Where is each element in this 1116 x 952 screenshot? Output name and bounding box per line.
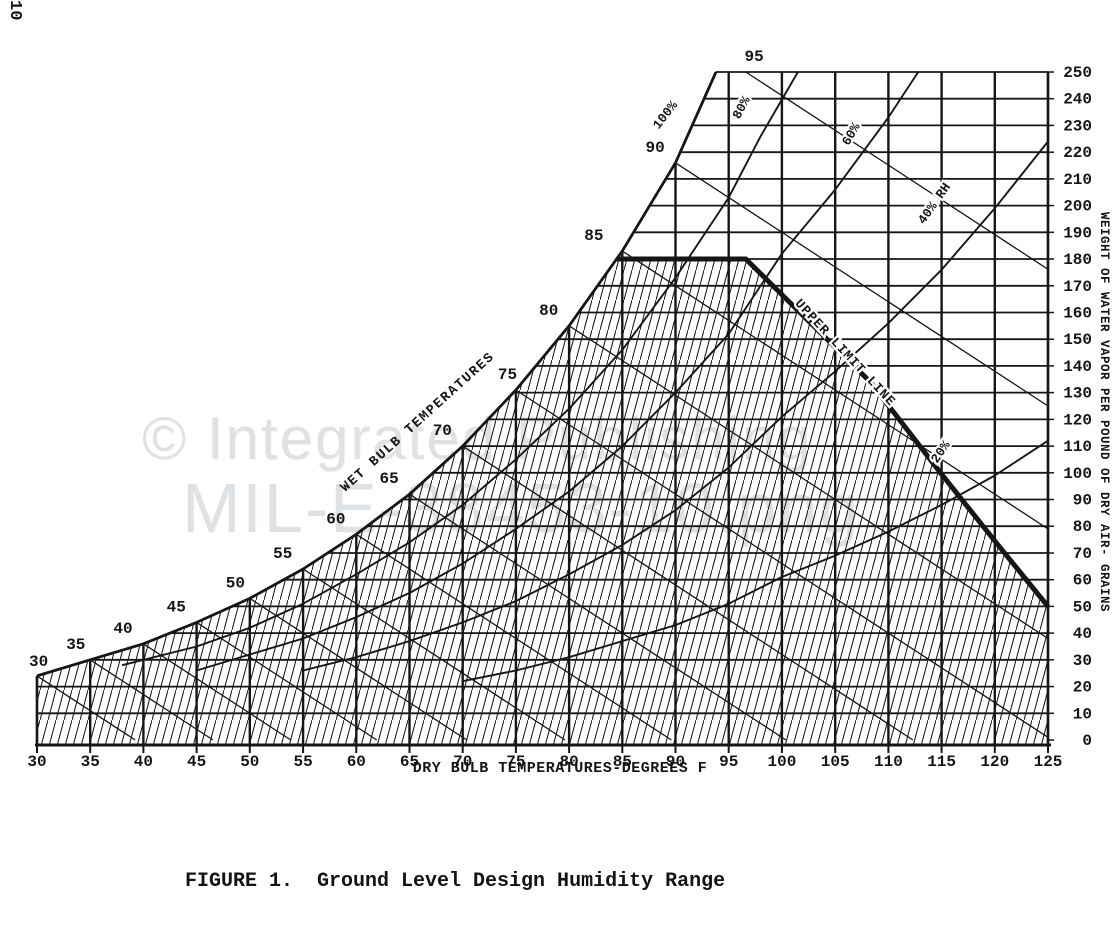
svg-text:50: 50	[226, 574, 245, 592]
svg-text:100%: 100%	[650, 98, 681, 132]
svg-text:250: 250	[1063, 64, 1092, 82]
svg-text:240: 240	[1063, 91, 1092, 109]
svg-text:180: 180	[1063, 251, 1092, 269]
svg-text:70: 70	[433, 422, 452, 440]
svg-text:75: 75	[498, 366, 517, 384]
svg-text:125: 125	[1034, 753, 1063, 771]
svg-text:220: 220	[1063, 144, 1092, 162]
svg-text:40: 40	[134, 753, 153, 771]
svg-text:160: 160	[1063, 305, 1092, 323]
svg-text:105: 105	[821, 753, 850, 771]
svg-text:100: 100	[1063, 465, 1092, 483]
svg-text:170: 170	[1063, 278, 1092, 296]
svg-text:60: 60	[326, 510, 345, 528]
svg-text:70: 70	[1073, 545, 1092, 563]
svg-text:35: 35	[66, 636, 85, 654]
svg-text:95: 95	[745, 48, 764, 66]
svg-text:40: 40	[1073, 625, 1092, 643]
svg-text:150: 150	[1063, 331, 1092, 349]
svg-text:55: 55	[293, 753, 312, 771]
svg-text:80: 80	[559, 753, 578, 771]
svg-text:140: 140	[1063, 358, 1092, 376]
svg-text:120: 120	[1063, 411, 1092, 429]
svg-text:85: 85	[613, 753, 632, 771]
svg-text:130: 130	[1063, 385, 1092, 403]
svg-text:200: 200	[1063, 198, 1092, 216]
svg-text:75: 75	[506, 753, 525, 771]
svg-text:110: 110	[874, 753, 903, 771]
svg-text:65: 65	[400, 753, 419, 771]
svg-text:30: 30	[27, 753, 46, 771]
svg-text:230: 230	[1063, 117, 1092, 135]
svg-text:10: 10	[1073, 705, 1092, 723]
svg-text:30: 30	[1073, 652, 1092, 670]
svg-text:40: 40	[113, 620, 132, 638]
svg-text:110: 110	[1063, 438, 1092, 456]
svg-text:30: 30	[29, 653, 48, 671]
svg-text:50: 50	[1073, 598, 1092, 616]
svg-text:90: 90	[646, 139, 665, 157]
svg-text:DRY BULB TEMPERATURES-DEGREES: DRY BULB TEMPERATURES-DEGREES F	[413, 760, 708, 777]
svg-text:115: 115	[927, 753, 956, 771]
svg-text:45: 45	[167, 598, 186, 616]
svg-text:80: 80	[1073, 518, 1092, 536]
svg-text:120: 120	[980, 753, 1009, 771]
svg-text:85: 85	[584, 227, 603, 245]
svg-text:90: 90	[1073, 492, 1092, 510]
figure-caption: FIGURE 1. Ground Level Design Humidity R…	[185, 870, 726, 893]
svg-text:0: 0	[1082, 732, 1092, 750]
svg-text:95: 95	[719, 753, 738, 771]
svg-text:70: 70	[453, 753, 472, 771]
svg-text:55: 55	[273, 545, 292, 563]
svg-text:90: 90	[666, 753, 685, 771]
svg-text:50: 50	[240, 753, 259, 771]
svg-text:80: 80	[539, 302, 558, 320]
svg-text:60: 60	[347, 753, 366, 771]
svg-text:60%: 60%	[839, 120, 864, 148]
svg-text:WEIGHT OF WATER VAPOR PER POUN: WEIGHT OF WATER VAPOR PER POUND OF DRY A…	[1097, 212, 1111, 612]
svg-text:190: 190	[1063, 224, 1092, 242]
svg-text:100: 100	[767, 753, 796, 771]
svg-text:210: 210	[1063, 171, 1092, 189]
svg-text:65: 65	[380, 470, 399, 488]
page-number: 10	[5, 0, 24, 21]
svg-text:45: 45	[187, 753, 206, 771]
svg-text:60: 60	[1073, 572, 1092, 590]
svg-text:20: 20	[1073, 679, 1092, 697]
svg-text:35: 35	[81, 753, 100, 771]
